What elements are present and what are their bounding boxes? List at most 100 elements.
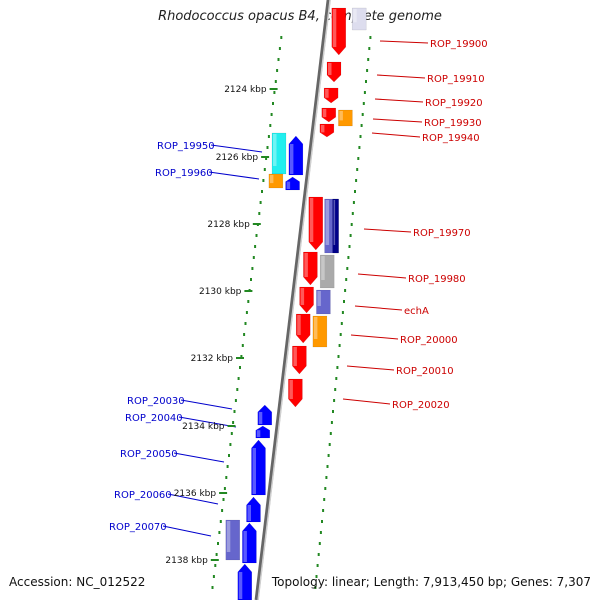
left-tick-dot (250, 278, 252, 281)
right-tick-dot (356, 168, 359, 171)
reverse-gene (299, 286, 314, 314)
reverse-gene-shine (309, 198, 314, 242)
kbp-tick-label: 2126 kbp (216, 153, 259, 163)
left-tick-dot (263, 168, 266, 171)
reverse-leader-line (374, 98, 424, 103)
reverse-gene (303, 251, 318, 286)
reverse-leader-line (346, 365, 395, 371)
left-tick-dot (274, 80, 277, 83)
forward-gene-shine (256, 430, 261, 437)
right-tick-dot (329, 432, 332, 435)
forward-gene-label: ROP_20050 (120, 449, 178, 460)
reverse-gene (292, 345, 307, 375)
reverse-gene-shine (332, 9, 337, 47)
right-tick-dot (343, 300, 345, 303)
forward-gene-label: ROP_20030 (127, 396, 185, 407)
left-tick-dot (258, 212, 261, 215)
left-tick-dot (241, 344, 244, 347)
forward-gene-label: ROP_20040 (125, 413, 183, 424)
right-tick-dot (350, 223, 353, 226)
right-tick-dot (316, 564, 319, 567)
left-tick-dot (234, 399, 237, 402)
cyan-feature (271, 132, 287, 175)
forward-gene-shine (289, 144, 294, 174)
kbp-tick-label: 2138 kbp (165, 556, 208, 566)
right-tick-dot (354, 190, 356, 193)
left-tick-dot (259, 201, 262, 204)
left-tick-dot (247, 300, 250, 303)
left-tick-dot (211, 586, 214, 589)
right-tick-dot (319, 531, 322, 534)
tick-dots (211, 36, 372, 589)
left-tick-dot (214, 564, 217, 567)
right-tick-dot (318, 542, 321, 545)
right-tick-dot (340, 322, 343, 325)
reverse-gene (331, 7, 347, 56)
reverse-gene-label: ROP_19980 (408, 274, 466, 285)
right-tick-dot (341, 311, 344, 314)
reverse-gene-label: ROP_20000 (400, 335, 458, 346)
left-tick-dot (267, 135, 270, 138)
left-tick-dot (222, 498, 225, 501)
orange-feature-shine (269, 175, 274, 184)
forward-gene (242, 522, 257, 564)
reverse-gene-shine (289, 380, 293, 399)
forward-gene (246, 496, 261, 523)
right-tick-dot (368, 47, 371, 50)
orange-feature (338, 109, 353, 127)
axis-line (254, 0, 331, 600)
right-tick-dot (346, 267, 349, 270)
gene-features (225, 7, 367, 600)
reverse-leader-line (354, 305, 403, 311)
left-tick-dot (280, 36, 283, 39)
forward-leader-line (208, 171, 260, 180)
kbp-tick-label: 2130 kbp (199, 287, 242, 297)
reverse-gene-label: ROP_20010 (396, 366, 454, 377)
genome-axis (254, 0, 331, 600)
reverse-gene-label: ROP_20020 (392, 400, 450, 411)
right-tick-dot (349, 234, 352, 237)
purple-feature-shine (317, 291, 321, 306)
reverse-leader-line (376, 74, 426, 79)
orange-feature (312, 315, 328, 348)
left-tick-dot (219, 520, 222, 523)
right-tick-dot (337, 355, 340, 358)
forward-leader-line (178, 416, 237, 428)
left-tick-dot (261, 190, 263, 193)
right-tick-dot (326, 465, 329, 468)
orange-feature-shine (339, 111, 343, 121)
right-tick-dot (327, 454, 330, 457)
left-tick-dot (225, 476, 228, 479)
left-tick-dot (273, 91, 276, 94)
reverse-gene-shine (297, 315, 301, 335)
right-tick-dot (348, 245, 351, 248)
left-tick-dot (277, 58, 280, 61)
right-tick-dot (357, 157, 360, 160)
forward-gene (251, 439, 266, 496)
faint-feature (351, 7, 367, 31)
left-tick-dot (221, 509, 224, 512)
right-tick-dot (352, 201, 355, 204)
forward-gene (255, 425, 271, 439)
forward-gene-shine (247, 505, 251, 521)
reverse-gene (308, 196, 324, 251)
right-tick-dot (325, 476, 328, 479)
forward-leader-line (180, 399, 233, 410)
reverse-gene-shine (300, 288, 305, 305)
forward-gene-shine (258, 412, 263, 424)
navy-feature-shine (333, 200, 336, 245)
forward-gene-label: ROP_20070 (109, 522, 167, 533)
reverse-leader-line (371, 132, 421, 138)
forward-gene (257, 404, 273, 426)
reverse-gene-label: echA (404, 306, 429, 317)
forward-gene (285, 176, 300, 191)
reverse-gene-shine (322, 109, 327, 118)
right-tick-dot (321, 520, 323, 523)
left-tick-dot (212, 575, 215, 578)
left-tick-dot (217, 542, 219, 545)
right-tick-dot (334, 388, 337, 391)
right-tick-dot (344, 289, 347, 292)
kbp-tick-label: 2136 kbp (174, 489, 217, 499)
reverse-gene-label: ROP_19900 (430, 39, 488, 50)
left-tick-dot (265, 157, 268, 160)
